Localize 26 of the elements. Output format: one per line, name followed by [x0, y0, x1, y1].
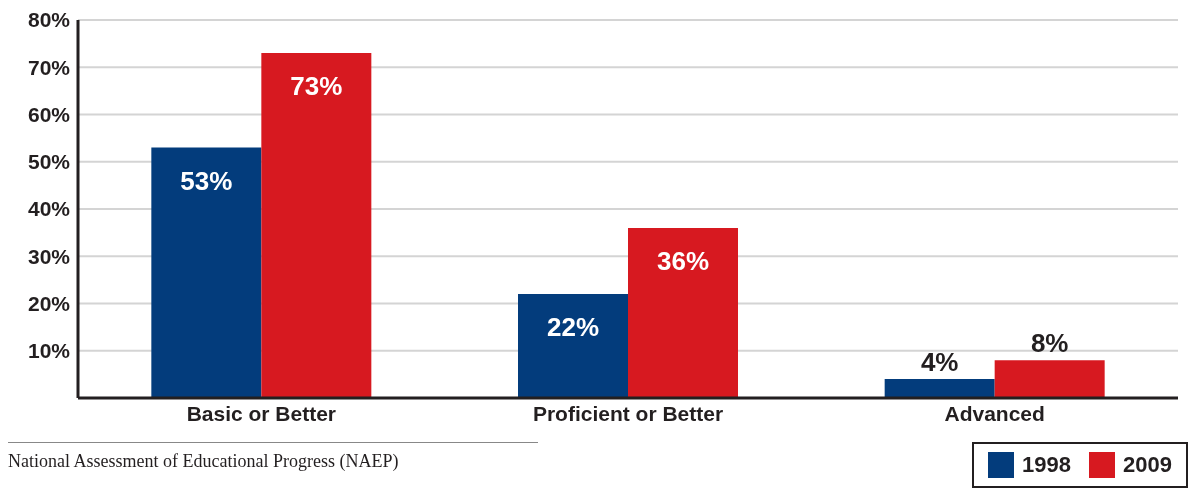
x-tick-label: Advanced: [944, 401, 1045, 425]
y-tick-label: 60%: [27, 102, 71, 126]
data-label: 73%: [290, 71, 343, 102]
legend-label: 1998: [1022, 452, 1072, 478]
bar: [628, 227, 738, 398]
text: National Assessment of Educational Progress (NAEP): [8, 442, 538, 472]
bar: [994, 360, 1105, 398]
bar: [151, 147, 262, 398]
y-tick-label: 30%: [27, 244, 71, 268]
data-label: 8%: [1030, 328, 1069, 359]
y-tick-label: 20%: [27, 291, 71, 315]
x-tick-label: Proficient or Better: [532, 401, 724, 425]
y-tick-label: 70%: [27, 55, 71, 79]
data-label: 4%: [920, 347, 959, 378]
data-label: 22%: [546, 312, 600, 343]
y-tick-label: 40%: [27, 197, 71, 221]
bar: [261, 53, 372, 398]
y-tick-label: 10%: [27, 339, 71, 363]
y-tick-label: 80%: [27, 8, 71, 32]
legend-label: 2009: [1123, 452, 1172, 478]
bar: [518, 294, 628, 398]
y-tick-label: 50%: [27, 150, 71, 174]
data-label: 36%: [656, 245, 710, 276]
x-tick-label: Basic or Better: [186, 401, 337, 425]
data-label: 53%: [180, 165, 233, 196]
bar: [884, 379, 995, 398]
